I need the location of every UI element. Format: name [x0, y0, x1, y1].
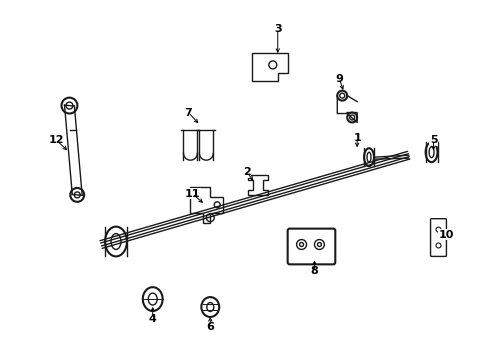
Text: 11: 11 [185, 189, 200, 199]
Text: 6: 6 [206, 322, 214, 332]
Text: 4: 4 [149, 314, 157, 324]
Text: 5: 5 [430, 135, 438, 145]
Text: 3: 3 [274, 24, 282, 34]
Text: 1: 1 [353, 133, 361, 143]
Text: 8: 8 [311, 266, 319, 276]
Text: 12: 12 [49, 135, 64, 145]
Text: 10: 10 [439, 230, 454, 239]
Text: 9: 9 [335, 74, 343, 84]
Text: 7: 7 [185, 108, 192, 117]
Text: 2: 2 [243, 167, 251, 177]
